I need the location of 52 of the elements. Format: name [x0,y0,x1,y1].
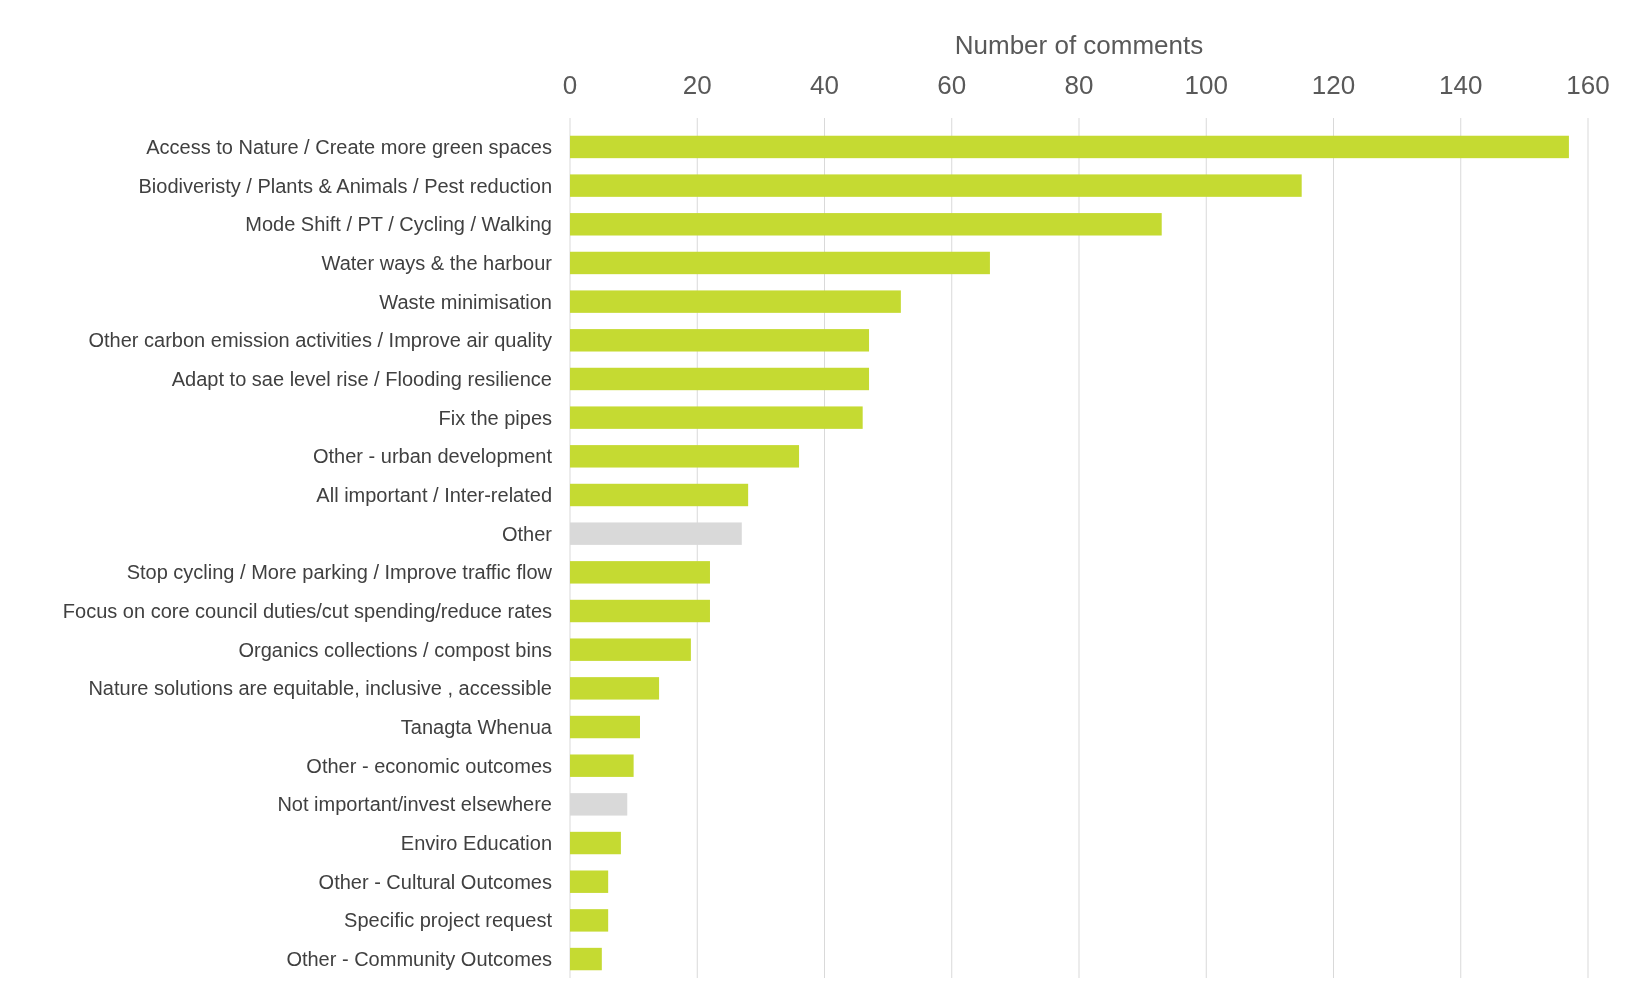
y-tick-label: Fix the pipes [438,406,552,429]
x-tick-label: 100 [1184,70,1228,100]
bar [570,599,710,623]
bar [570,561,710,584]
x-tick-label: 20 [682,70,712,100]
bar [570,483,749,507]
x-tick-label: 40 [810,70,839,100]
bar [570,831,621,855]
x-tick-label: 120 [1311,70,1356,100]
y-tick-label: All important / Inter-related [316,483,552,506]
bar [570,677,660,700]
y-tick-label: Other - economic outcomes [306,754,552,777]
x-axis-title: Number of comments [954,30,1204,60]
bar [570,174,1302,197]
y-tick-label: Stop cycling / More parking / Improve traffic flow [126,561,553,584]
y-tick-label: Specific project request [344,909,553,932]
y-tick-label: Tanagta Whenua [400,716,553,739]
bar [570,329,870,352]
y-tick-label: Other - Community Outcomes [286,948,552,971]
y-tick-label: Enviro Education [400,832,552,855]
y-tick-label: Other - Cultural Outcomes [318,870,552,893]
bar [570,715,640,739]
bar [570,754,634,777]
y-tick-label: Waste minimisation [379,290,552,313]
x-tick-label: 0 [562,70,578,100]
bar [570,445,800,468]
y-tick-label: Other carbon emission activities / Improve air quality [88,329,552,352]
y-tick-label: Focus on core council duties/cut spending/reduce rates [62,600,552,623]
x-tick-label: 160 [1566,70,1610,100]
y-tick-label: Other - urban development [312,445,553,468]
bar [570,909,609,932]
y-tick-label: Access to Nature / Create more green spaces [146,135,552,158]
y-tick-label: Biodiveristy / Plants & Animals / Pest reduction [138,174,552,197]
y-tick-label: Adapt to sae level rise / Flooding resilience [171,367,552,390]
bar [570,638,691,661]
x-tick-label: 140 [1439,70,1483,100]
bar [570,367,870,391]
y-tick-label: Other [501,522,553,545]
x-tick-label: 60 [937,70,967,100]
bar [570,251,990,275]
bar [570,406,863,429]
y-tick-label: Nature solutions are equitable, inclusive , accessible [88,677,552,700]
bar [570,290,901,313]
y-tick-label: Organics collections / compost bins [238,638,552,661]
y-tick-label: Mode Shift / PT / Cycling / Walking [245,213,552,236]
y-tick-label: Water ways & the harbour [321,251,553,274]
bar [570,135,1569,159]
x-tick-label: 80 [1064,70,1094,100]
bar [570,947,602,971]
bar [570,870,609,893]
y-tick-label: Not important/invest elsewhere [277,793,552,816]
bar [570,213,1162,236]
